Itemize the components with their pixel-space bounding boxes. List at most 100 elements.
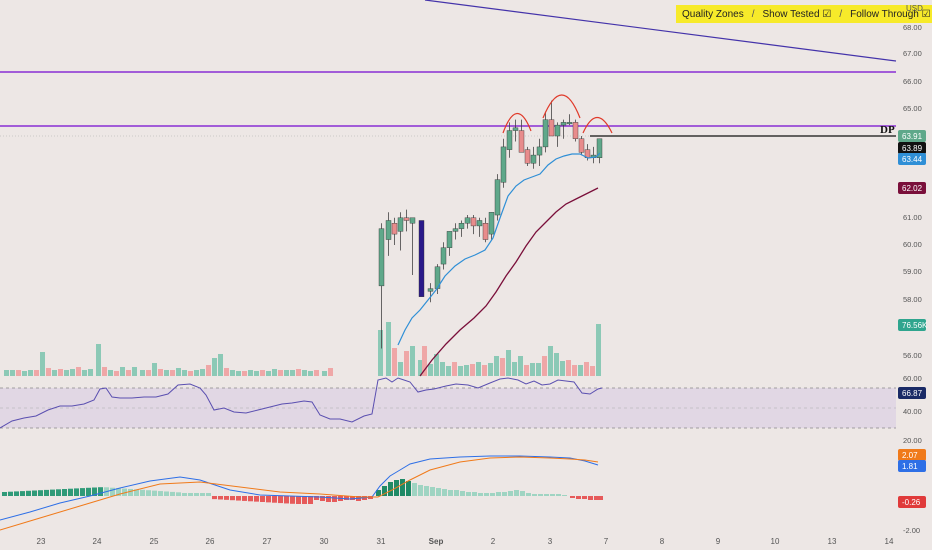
volume-bar	[302, 370, 307, 376]
time-tick-label: 27	[263, 537, 272, 546]
macd-hist-bar	[350, 496, 355, 500]
candle-body	[566, 122, 573, 125]
volume-bar	[446, 366, 451, 376]
ema-fast-line	[397, 152, 601, 346]
candle-body	[464, 217, 471, 224]
candle-body	[446, 231, 453, 248]
macd-hist-bar	[134, 489, 139, 496]
macd-hist-bar	[412, 483, 417, 496]
volume-bar	[418, 360, 423, 376]
macd-hist-bar	[466, 492, 471, 496]
macd-hist-bar	[152, 490, 157, 496]
quality-zones-toggle[interactable]: Quality Zones	[682, 8, 744, 20]
volume-bar	[554, 353, 559, 376]
macd-hist-bar	[20, 491, 25, 496]
macd-hist-bar	[570, 496, 575, 498]
volume-bar	[296, 369, 301, 376]
price-badge-bg	[898, 153, 926, 165]
volume-bar	[58, 369, 63, 376]
volume-bar	[392, 348, 397, 376]
right-shoulder-arc	[582, 116, 613, 134]
candle-body	[578, 138, 585, 153]
macd-badge-bg	[898, 460, 926, 472]
macd-hist-bar	[98, 487, 103, 496]
macd-hist-bar	[588, 496, 593, 500]
rsi-line	[0, 377, 603, 429]
macd-hist-bar	[430, 487, 435, 496]
macd-hist-bar	[26, 490, 31, 496]
volume-bar	[524, 365, 529, 376]
volume-bar	[4, 370, 9, 376]
candle-body	[596, 138, 603, 159]
trend-line	[424, 0, 897, 62]
volume-bar	[494, 356, 499, 376]
volume-bar	[476, 362, 481, 376]
candle-body	[554, 124, 561, 137]
macd-hist-bar	[164, 491, 169, 496]
volume-bar	[422, 346, 427, 376]
macd-hist-bar	[218, 496, 223, 500]
macd-hist-bar	[582, 496, 587, 499]
macd-hist-bar	[400, 479, 405, 496]
macd-hist-bar	[296, 496, 301, 504]
macd-hist-bar	[418, 485, 423, 496]
show-tested-checkbox[interactable]: Show Tested ☑	[762, 8, 832, 20]
macd-hist-bar	[188, 493, 193, 496]
volume-bar	[590, 366, 595, 376]
volume-bar	[578, 365, 583, 376]
macd-hist-bar	[332, 496, 337, 502]
macd-hist-bar	[272, 496, 277, 503]
candle-body	[427, 288, 434, 292]
macd-hist-bar	[454, 490, 459, 496]
macd-hist-bar	[194, 493, 199, 496]
volume-bar	[542, 356, 547, 376]
volume-bar	[10, 370, 15, 376]
indicator-toolbar[interactable]: Quality Zones / Show Tested ☑ / Follow T…	[676, 5, 932, 23]
volume-bar	[482, 365, 487, 376]
macd-hist-bar	[122, 488, 127, 496]
price-tick-label: 56.00	[903, 351, 922, 360]
macd-hist-bar	[576, 496, 581, 499]
volume-bar	[96, 344, 101, 376]
candle-body	[572, 122, 579, 139]
left-shoulder-arc	[502, 112, 532, 134]
volume-bar	[224, 368, 229, 376]
rsi-tick-label: 40.00	[903, 407, 922, 416]
macd-badge: 2.07	[902, 451, 918, 460]
volume-bar	[108, 370, 113, 376]
candle-body	[494, 179, 501, 216]
time-tick-label: 10	[771, 537, 780, 546]
macd-hist-bar	[128, 488, 133, 496]
volume-bar	[64, 370, 69, 376]
time-tick-label: 2	[491, 537, 496, 546]
volume-bar	[164, 370, 169, 376]
dp-level-label: DP	[880, 124, 895, 136]
macd-hist-bar	[44, 489, 49, 496]
volume-bar	[512, 362, 517, 376]
macd-hist-bar	[110, 487, 115, 496]
candle-body	[378, 228, 385, 287]
volume-bar	[52, 370, 57, 376]
time-tick-label: 25	[150, 537, 159, 546]
volume-bar	[146, 370, 151, 376]
volume-bar	[584, 362, 589, 376]
time-tick-label: 9	[716, 537, 721, 546]
volume-bar	[40, 352, 45, 376]
candle-body	[440, 247, 447, 265]
volume-bar	[314, 370, 319, 376]
macd-hist-bar	[170, 491, 175, 496]
macd-hist-bar	[556, 494, 561, 496]
volume-bar	[452, 362, 457, 376]
price-tick-label: 58.00	[903, 295, 922, 304]
follow-through-checkbox[interactable]: Follow Through ☑	[850, 8, 931, 20]
macd-hist-bar	[248, 496, 253, 502]
volume-bar	[428, 364, 433, 376]
macd-hist-bar	[308, 496, 313, 504]
volume-bar	[500, 358, 505, 376]
volume-bar	[28, 370, 33, 376]
macd-hist-bar	[594, 496, 599, 500]
volume-bar	[242, 371, 247, 376]
volume-badge-bg	[898, 319, 926, 331]
